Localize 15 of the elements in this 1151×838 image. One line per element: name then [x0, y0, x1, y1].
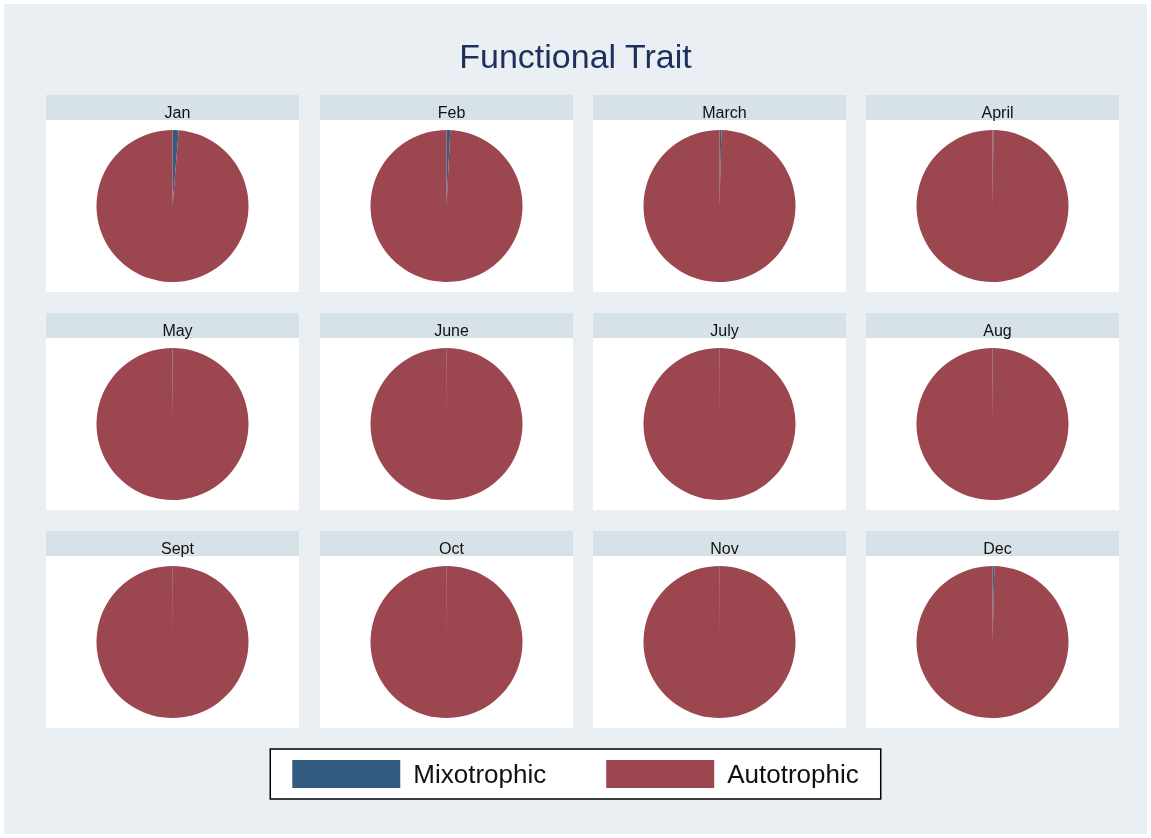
chart-title: April: [981, 103, 1014, 121]
chart-title: Jan: [164, 103, 191, 121]
chart-title: Sept: [161, 539, 195, 557]
legend-label: Mixotrophic: [413, 759, 547, 789]
chart-title: June: [434, 321, 469, 339]
chart-title: Nov: [710, 539, 739, 557]
chart-title: Aug: [983, 321, 1012, 339]
chart-title: July: [710, 321, 739, 339]
legend-label: Autotrophic: [727, 759, 859, 789]
chart-title: March: [702, 103, 747, 121]
chart-title: Oct: [439, 539, 465, 557]
text: Functional Trait: [459, 37, 693, 75]
chart-title: Dec: [983, 539, 1012, 557]
chart-title: Feb: [437, 103, 466, 121]
chart-title: May: [162, 321, 193, 339]
